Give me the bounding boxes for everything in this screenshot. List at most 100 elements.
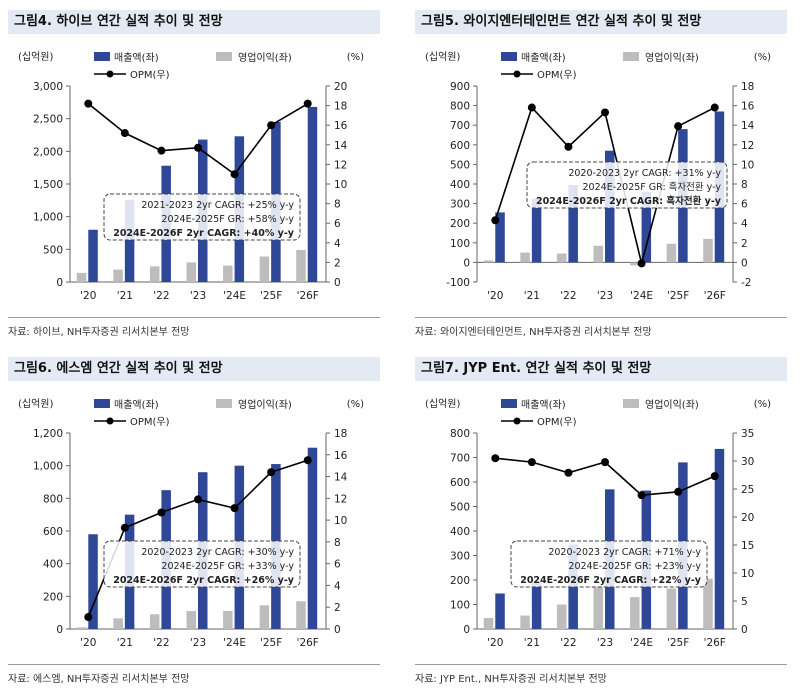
legend-label-revenue: 매출액(좌)	[521, 52, 566, 64]
annotation-box	[526, 161, 728, 209]
annotation-box	[103, 540, 301, 588]
bar-op	[223, 611, 233, 629]
opm-point	[527, 458, 536, 467]
opm-point	[267, 121, 276, 130]
bar-op	[593, 245, 603, 263]
opm-point	[674, 487, 683, 496]
panel-title: 그림7. JYP Ent. 연간 실적 추이 및 전망	[415, 357, 787, 381]
opm-point	[564, 468, 573, 477]
panel-divider	[415, 664, 787, 665]
bar-op	[630, 597, 640, 629]
y-tick-label: 800	[450, 428, 470, 440]
opm-point	[194, 495, 202, 504]
x-tick-label: '24E	[630, 290, 653, 302]
x-tick-label: '23	[597, 290, 613, 302]
annotation-line: 2024E-2026F 2yr CAGR: +40% y-y	[113, 228, 295, 239]
x-tick-label: '21	[117, 637, 133, 649]
legend-marker-opm	[106, 70, 114, 78]
bar-revenue	[495, 593, 505, 629]
y2-tick-label: 18	[334, 101, 347, 113]
legend-marker-opm	[513, 417, 521, 425]
legend-swatch-op	[623, 399, 639, 408]
legend-label-op: 영업이익(좌)	[645, 398, 699, 411]
opm-point	[120, 129, 129, 138]
opm-point	[564, 142, 573, 151]
y2-tick-label: 16	[334, 120, 348, 132]
panel-divider	[415, 317, 787, 318]
y2-tick-label: 0	[741, 257, 748, 269]
legend-label-opm: OPM(우)	[537, 416, 577, 428]
chart-svg: (십억원) (%)매출액(좌) 영업이익(좌)OPM(우)0100200300400…	[425, 398, 771, 649]
opm-point	[637, 491, 646, 500]
opm-point	[230, 504, 239, 513]
bar-revenue	[641, 191, 652, 263]
legend-marker-opm	[106, 417, 114, 425]
x-tick-label: '21	[117, 290, 133, 302]
y2-tick-label: 14	[334, 140, 348, 152]
opm-point	[84, 99, 93, 108]
y2-tick-label: 2	[334, 602, 341, 614]
y-tick-label: 0	[463, 624, 470, 636]
y2-tick-label: 14	[741, 120, 755, 132]
bar-op	[520, 252, 530, 263]
opm-point	[491, 216, 500, 225]
bar-revenue	[88, 229, 98, 282]
bar-op	[483, 617, 494, 629]
bar-revenue	[495, 212, 505, 263]
y2-tick-label: -2	[741, 277, 751, 289]
y-tick-label: 1,500	[33, 179, 63, 191]
y2-tick-label: 6	[334, 559, 341, 571]
y2-tick-label: 10	[741, 568, 754, 580]
source-note: 자료: 하이브, NH투자증권 리서치본부 전망	[8, 327, 190, 338]
annotation-line: 2020-2023 2yr CAGR: +71% y-y	[548, 547, 701, 558]
panel-title: 그림5. 와이지엔터테인먼트 연간 실적 추이 및 전망	[415, 10, 787, 34]
opm-point	[601, 108, 609, 117]
x-tick-label: '22	[153, 637, 169, 649]
x-tick-label: '22	[153, 290, 169, 302]
y2-tick-label: 18	[334, 428, 347, 440]
y2-tick-label: 2	[334, 257, 341, 269]
y-tick-label: 800	[450, 101, 470, 113]
y2-tick-label: 4	[334, 238, 341, 250]
legend-swatch-revenue	[501, 52, 517, 61]
opm-point	[230, 170, 239, 179]
annotation-line: 2024E-2025F GR: +58% y-y	[161, 214, 294, 225]
legend-swatch-op	[216, 52, 232, 61]
y-tick-label: -100	[446, 277, 470, 289]
opm-point	[674, 122, 683, 131]
y2-tick-label: 16	[741, 101, 755, 113]
y-tick-label: 200	[450, 218, 470, 230]
bar-op	[259, 605, 270, 629]
y-tick-label: 200	[43, 591, 63, 603]
opm-point	[84, 613, 93, 622]
y2-tick-label: 35	[741, 428, 754, 440]
y2-tick-label: 16	[334, 450, 348, 462]
chart-svg: (십억원) (%) 매출액(좌) 영업이익(좌) OPM(우) 0 200 400 600 800…	[18, 398, 364, 649]
bar-op	[593, 587, 603, 629]
y2-tick-label: 0	[334, 624, 341, 636]
x-tick-label: '20	[80, 637, 96, 649]
y-axis-label: (십억원)	[425, 51, 461, 63]
y-tick-label: 3,000	[33, 81, 63, 93]
x-tick-label: '24E	[630, 637, 653, 649]
y2-tick-label: 10	[334, 515, 347, 527]
y-tick-label: 700	[450, 453, 470, 465]
opm-point	[601, 458, 609, 467]
bar-op	[76, 627, 87, 629]
opm-point	[157, 146, 166, 155]
x-tick-label: '26F	[297, 290, 319, 302]
bar-revenue	[531, 198, 542, 263]
legend-label-op: 영업이익(좌)	[238, 398, 292, 411]
y-tick-label: 600	[43, 526, 63, 538]
bar-op	[113, 618, 123, 629]
bar-op	[666, 588, 677, 629]
bar-revenue	[568, 184, 578, 263]
y2-tick-label: 12	[334, 159, 347, 171]
legend-label-revenue: 매출액(좌)	[114, 399, 159, 411]
y-tick-label: 800	[43, 493, 63, 505]
x-tick-label: '23	[190, 637, 206, 649]
annotation-line: 2024E-2026F 2yr CAGR: +26% y-y	[113, 575, 295, 586]
legend-label-op: 영업이익(좌)	[645, 51, 699, 64]
y2-axis-label: (%)	[347, 52, 364, 63]
bar-revenue	[307, 106, 318, 282]
